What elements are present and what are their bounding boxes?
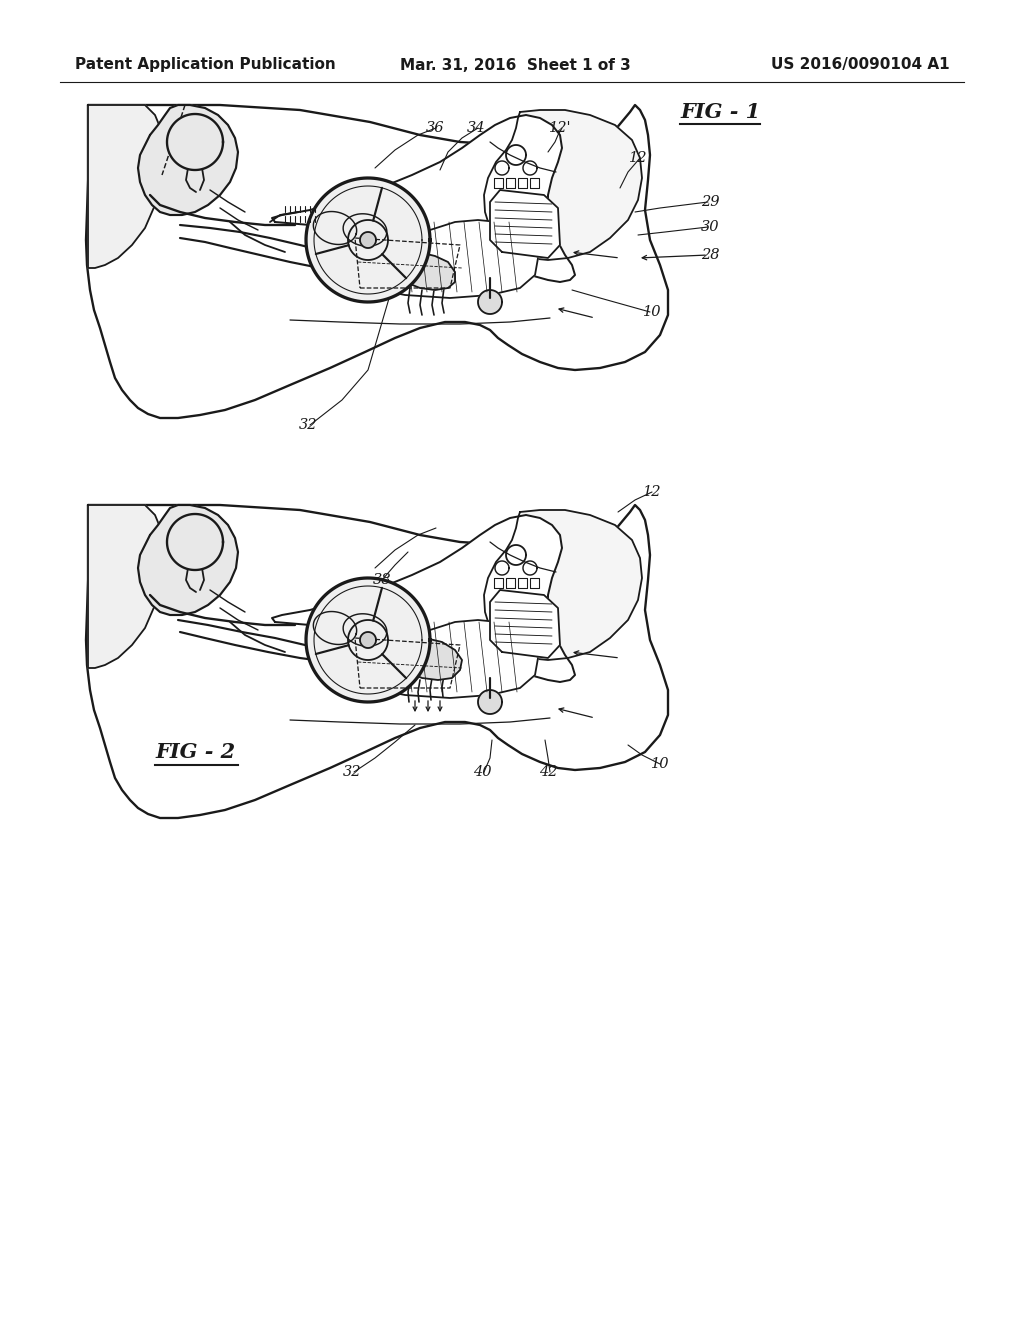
Polygon shape [306, 178, 430, 302]
Text: 10: 10 [643, 305, 662, 319]
Text: 12: 12 [643, 484, 662, 499]
Polygon shape [484, 110, 642, 260]
Polygon shape [272, 115, 575, 282]
Polygon shape [365, 220, 538, 298]
Polygon shape [478, 290, 502, 314]
Polygon shape [490, 190, 560, 257]
Polygon shape [365, 620, 538, 698]
Text: 34: 34 [467, 121, 485, 135]
Polygon shape [478, 690, 502, 714]
Polygon shape [88, 506, 165, 668]
Text: 32: 32 [343, 766, 361, 779]
Text: Patent Application Publication: Patent Application Publication [75, 58, 336, 73]
Text: 38: 38 [373, 573, 391, 587]
Text: FIG - 1: FIG - 1 [680, 102, 760, 121]
Polygon shape [138, 506, 238, 615]
Polygon shape [390, 252, 455, 290]
Text: 36: 36 [426, 121, 444, 135]
Polygon shape [167, 513, 223, 570]
Polygon shape [86, 106, 668, 418]
Polygon shape [86, 506, 668, 818]
Text: 28: 28 [700, 248, 719, 261]
Polygon shape [484, 510, 642, 660]
Polygon shape [272, 515, 575, 682]
Polygon shape [360, 632, 376, 648]
Text: 32: 32 [299, 418, 317, 432]
Text: 30: 30 [700, 220, 719, 234]
Text: US 2016/0090104 A1: US 2016/0090104 A1 [771, 58, 950, 73]
Text: 12: 12 [629, 150, 647, 165]
Polygon shape [88, 106, 165, 268]
Text: FIG - 2: FIG - 2 [155, 742, 236, 762]
Polygon shape [392, 638, 462, 680]
Text: 12': 12' [549, 121, 571, 135]
Polygon shape [306, 578, 430, 702]
Text: 40: 40 [473, 766, 492, 779]
Text: 10: 10 [650, 756, 670, 771]
Polygon shape [167, 114, 223, 170]
Text: 29: 29 [700, 195, 719, 209]
Polygon shape [490, 590, 560, 657]
Text: Mar. 31, 2016  Sheet 1 of 3: Mar. 31, 2016 Sheet 1 of 3 [400, 58, 631, 73]
Polygon shape [138, 106, 238, 215]
Polygon shape [360, 232, 376, 248]
Text: 42: 42 [539, 766, 557, 779]
